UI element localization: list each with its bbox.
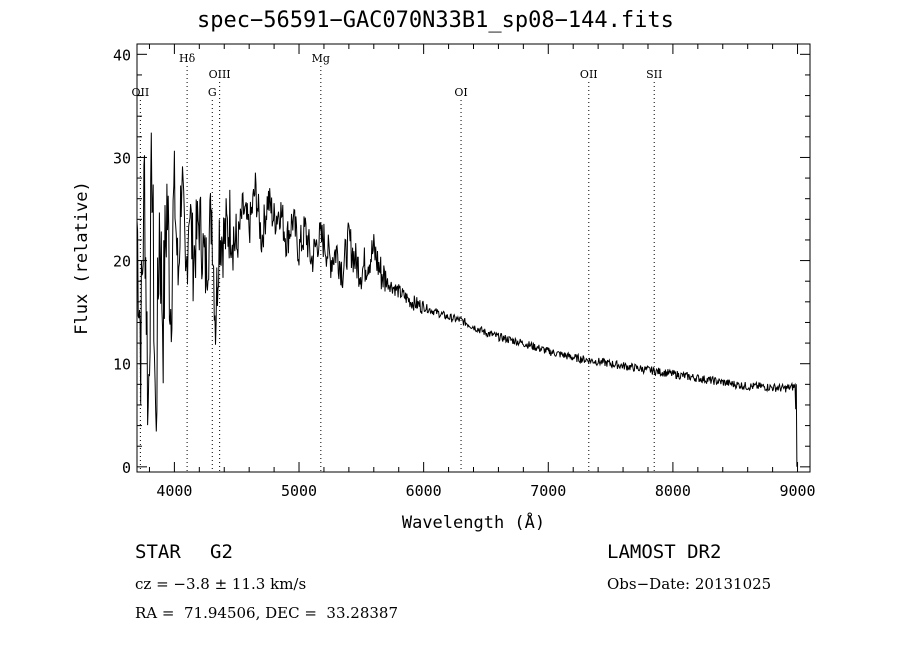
spectral-line-label: SII <box>646 68 662 81</box>
y-tick-label: 40 <box>113 46 131 64</box>
plot-frame <box>136 43 811 473</box>
spectral-line-label: OII <box>580 68 598 81</box>
spectral-line-label: G <box>208 86 217 99</box>
spectral-line-label: OIII <box>209 68 231 81</box>
x-tick-label: 4000 <box>156 482 192 500</box>
spectral-line-label: Hδ <box>179 52 196 65</box>
redshift-label: cz = −3.8 ± 11.3 km/s <box>135 575 307 593</box>
x-tick-label: 8000 <box>655 482 691 500</box>
object-subclass: G2 <box>210 541 233 563</box>
obs-date-label: Obs−Date: 20131025 <box>607 575 772 593</box>
object-class: STAR <box>135 541 181 563</box>
y-tick-label: 30 <box>113 149 131 167</box>
x-tick-label: 6000 <box>406 482 442 500</box>
y-tick-label: 20 <box>113 253 131 271</box>
spectral-line-label: Mg <box>312 52 330 65</box>
spectrum-line <box>136 132 798 467</box>
x-axis-label: Wavelength (Å) <box>402 511 545 533</box>
spectral-line-label: OI <box>454 86 467 99</box>
x-tick-label: 7000 <box>530 482 566 500</box>
y-tick-label: 0 <box>122 459 131 477</box>
spectral-line-label: OII <box>132 86 150 99</box>
y-axis-label: Flux (relative) <box>72 181 92 335</box>
y-tick-label: 10 <box>113 356 131 374</box>
coordinates-label: RA = 71.94506, DEC = 33.28387 <box>135 604 399 622</box>
survey-label: LAMOST DR2 <box>607 541 722 563</box>
x-tick-label: 9000 <box>779 482 815 500</box>
x-tick-label: 5000 <box>281 482 317 500</box>
